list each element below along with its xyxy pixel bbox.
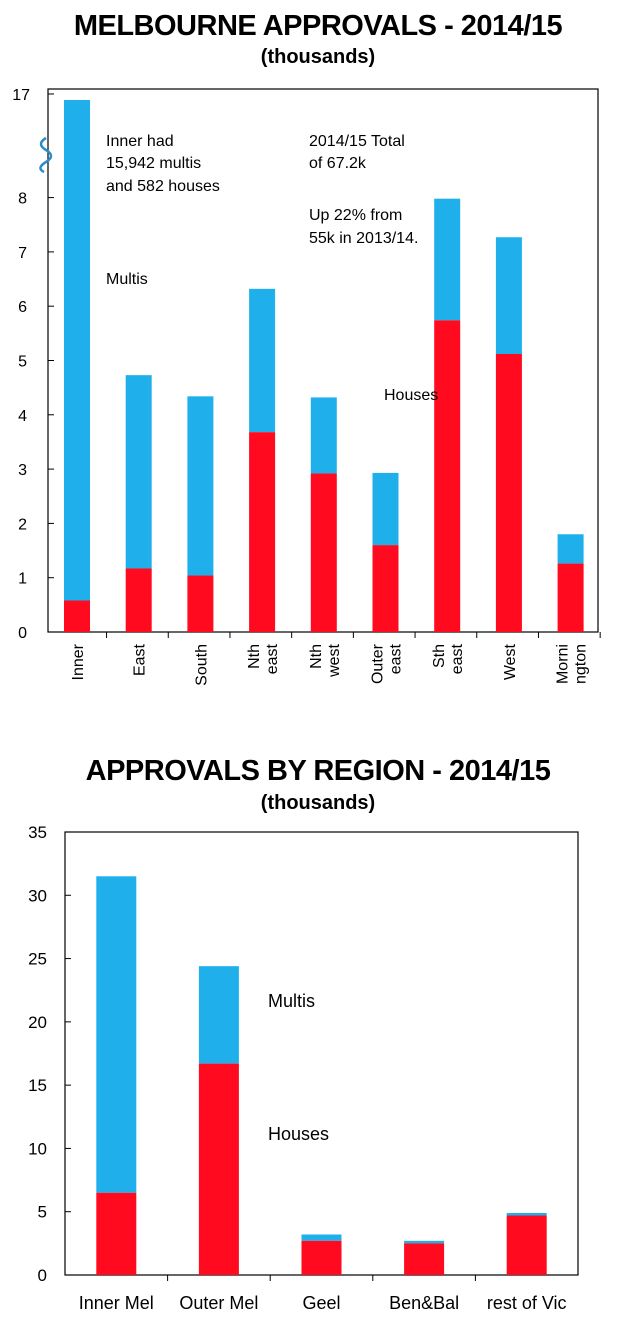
chart2-title: APPROVALS BY REGION - 2014/15 xyxy=(85,755,551,787)
chart1-bar-houses xyxy=(187,575,214,632)
chart2-x-tick-label: Inner Mel xyxy=(79,1293,154,1313)
chart1-bar-multis xyxy=(372,472,399,546)
chart1-y-tick-label: 5 xyxy=(18,354,27,371)
chart1-annotation: and 582 houses xyxy=(106,178,220,195)
chart1-annotation: of 67.2k xyxy=(309,155,367,172)
chart1-bar-houses xyxy=(249,432,276,632)
chart1-y-tick-label: 1 xyxy=(18,571,27,588)
chart1-y-tick-label: 8 xyxy=(18,191,27,208)
chart1-x-tick-label-line: west xyxy=(326,643,343,677)
chart1-x-tick-label-line: Nth xyxy=(308,644,325,669)
chart2-series-label-multis: Multis xyxy=(268,991,315,1011)
chart1-x-tick-label-line: South xyxy=(193,644,210,686)
chart2-bar-houses xyxy=(301,1240,342,1275)
chart2-bar-multis xyxy=(404,1240,445,1244)
chart1-bar-multis xyxy=(64,100,90,601)
chart2: 0 5 10 15 20 25 30 35 Inner Mel Outer Mel Geel Ben&… xyxy=(28,823,579,1313)
chart1-x-tick-label: West xyxy=(502,643,519,680)
chart2-x-tick-label: Geel xyxy=(302,1293,340,1313)
chart1-y-tick-label: 0 xyxy=(18,625,27,642)
chart2-y-tick-label: 15 xyxy=(28,1076,47,1095)
chart1-series-label-houses: Houses xyxy=(384,387,438,404)
chart2-y-tick-label: 0 xyxy=(38,1266,47,1285)
chart2-y-tick-label: 25 xyxy=(28,950,47,969)
chart2-bar-multis xyxy=(96,876,137,1193)
chart1-x-tick-label: Nth east xyxy=(246,643,281,674)
chart1-bar-houses xyxy=(125,568,152,632)
chart2-bar-multis xyxy=(301,1234,342,1241)
chart1-x-tick-label-line: Outer xyxy=(370,643,387,684)
chart1-x-tick-label-line: Inner xyxy=(70,643,87,680)
chart1-series-label-multis: Multis xyxy=(106,271,148,288)
chart1-x-tick-label: East xyxy=(132,643,149,676)
chart1-x-tick-label-line: east xyxy=(449,643,466,674)
chart1-annotation: 55k in 2013/14. xyxy=(309,230,418,247)
chart1-bar-houses xyxy=(434,320,461,632)
chart1-bar-houses xyxy=(372,545,399,632)
chart2-bar-multis xyxy=(506,1212,547,1216)
chart1-bar-houses xyxy=(557,563,584,632)
chart2-bar-houses xyxy=(506,1215,547,1275)
chart1-bar-houses xyxy=(310,473,337,632)
chart1-bar-houses xyxy=(495,353,522,632)
chart2-y-tick-label: 5 xyxy=(38,1203,47,1222)
chart1-x-tick-label: Outer east xyxy=(370,643,405,684)
chart1-x-tick-label-line: Sth xyxy=(431,644,448,668)
chart2-y-tick-label: 20 xyxy=(28,1013,47,1032)
chart1-x-tick-label: Sth east xyxy=(431,643,466,674)
chart2-plot-frame xyxy=(64,831,579,1276)
chart2-bar-houses xyxy=(404,1243,445,1275)
chart1-y-tick-label: 6 xyxy=(18,299,27,316)
chart1-x-tick-label: Inner xyxy=(70,643,87,680)
chart2-x-tick-label: Outer Mel xyxy=(179,1293,258,1313)
chart2-bar-houses xyxy=(96,1192,137,1275)
chart1-bar-multis xyxy=(495,237,522,354)
chart1-x-tick-label-line: Nth xyxy=(246,644,263,669)
chart1-x-tick-label-line: Morni xyxy=(555,644,572,684)
chart1-bar-multis xyxy=(187,396,214,576)
chart1-annotation: 2014/15 Total xyxy=(309,133,405,150)
chart2-x-tick-label: rest of Vic xyxy=(487,1293,567,1313)
chart1-bar-multis xyxy=(434,198,461,321)
chart1-x-tick-label-line: east xyxy=(264,643,281,674)
chart1-x-tick-label-line: ngton xyxy=(573,644,590,684)
chart1-y-tick-label: 7 xyxy=(18,245,27,262)
chart1-bar-multis xyxy=(310,397,337,474)
chart1-annotation: 15,942 multis xyxy=(106,155,201,172)
chart1-x-tick-label: Morni ngton xyxy=(555,644,590,684)
chart2-x-tick-label: Ben&Bal xyxy=(389,1293,459,1313)
chart1-y-tick-label: 17 xyxy=(12,87,30,104)
chart1-title: MELBOURNE APPROVALS - 2014/15 xyxy=(73,10,563,42)
chart1-x-tick-label: South xyxy=(193,644,210,686)
chart2-y-tick-label: 10 xyxy=(28,1139,47,1158)
chart1-x-tick-label-line: east xyxy=(388,643,405,674)
chart2-subtitle: (thousands) xyxy=(260,792,376,814)
chart1-annotation: Inner had xyxy=(106,133,174,150)
chart1-y-tick-label: 3 xyxy=(18,462,27,479)
chart1-y-tick-label: 4 xyxy=(18,408,27,425)
chart1-subtitle: (thousands) xyxy=(260,46,376,68)
chart1-x-tick-label-line: West xyxy=(502,643,519,680)
chart1-y-tick-label: 2 xyxy=(18,516,27,533)
chart2-bar-houses xyxy=(198,1063,239,1275)
chart2-y-tick-label: 35 xyxy=(28,823,47,842)
chart2-y-tick-label: 30 xyxy=(28,886,47,905)
chart1-bar-multis xyxy=(249,288,276,433)
chart1-annotation: Up 22% from xyxy=(309,207,402,224)
chart2-bar-multis xyxy=(198,966,239,1064)
chart2-series-label-houses: Houses xyxy=(268,1124,329,1144)
chart1-axis-break-icon xyxy=(39,136,53,174)
chart1-bar-houses xyxy=(64,600,90,632)
chart1-bar-multis xyxy=(557,534,584,564)
chart1-x-tick-label-line: East xyxy=(132,643,149,676)
chart1-bar-multis xyxy=(125,375,152,569)
chart1-x-tick-label: Nth west xyxy=(308,643,343,677)
